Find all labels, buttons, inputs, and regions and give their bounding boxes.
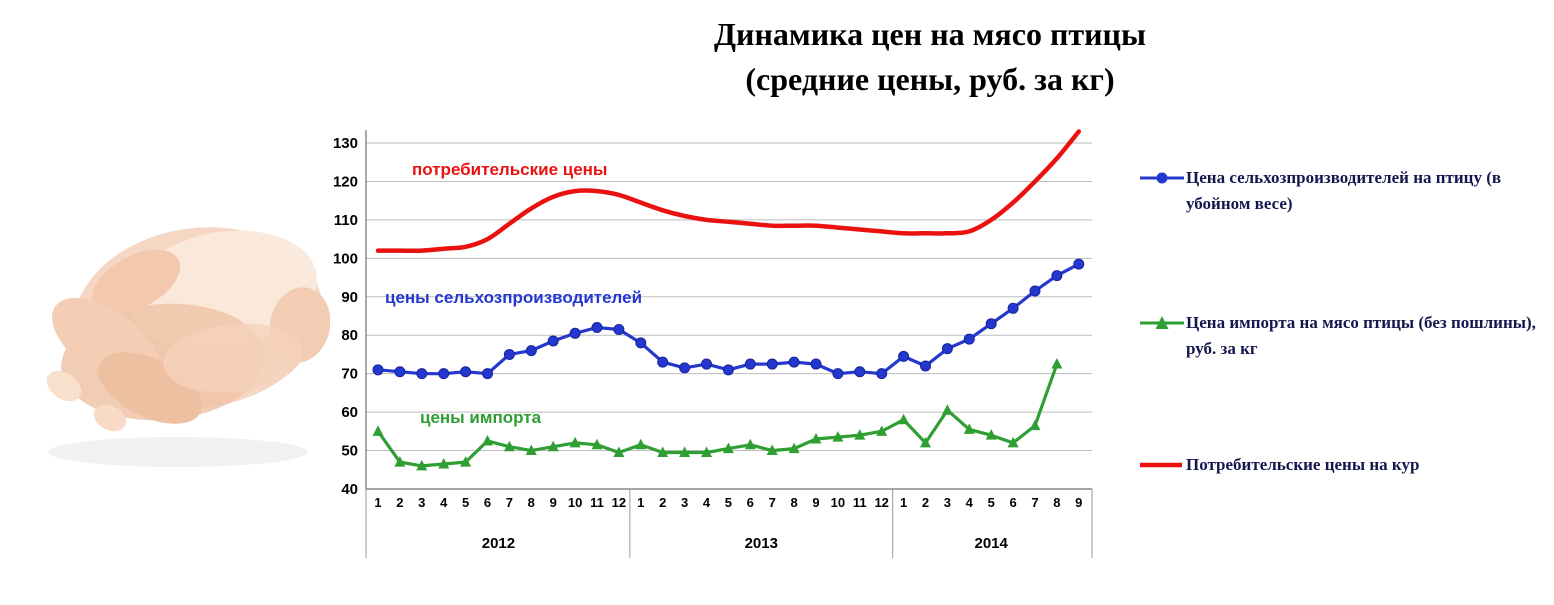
- svg-text:12: 12: [612, 495, 626, 510]
- svg-text:7: 7: [769, 495, 776, 510]
- year-labels: 2012 2013 2014: [365, 489, 1093, 558]
- gridlines: [366, 142, 1092, 490]
- svg-text:5: 5: [725, 495, 732, 510]
- svg-text:2: 2: [659, 495, 666, 510]
- svg-text:130: 130: [333, 135, 358, 152]
- svg-text:70: 70: [341, 366, 358, 383]
- svg-text:50: 50: [341, 443, 358, 460]
- svg-text:1: 1: [637, 495, 644, 510]
- svg-text:100: 100: [333, 250, 358, 267]
- legend-label-import-price: Цена импорта на мясо птицы (без пошлины)…: [1186, 313, 1536, 359]
- svg-text:2012: 2012: [482, 535, 515, 552]
- chart-title-line2: (средние цены, руб. за кг): [745, 61, 1115, 98]
- svg-text:90: 90: [341, 289, 358, 306]
- svg-text:2: 2: [922, 495, 929, 510]
- producer-price-series: [372, 258, 1085, 380]
- svg-text:80: 80: [341, 327, 358, 344]
- svg-text:120: 120: [333, 173, 358, 190]
- svg-text:40: 40: [341, 481, 358, 498]
- svg-text:1: 1: [374, 495, 381, 510]
- svg-text:4: 4: [440, 495, 448, 510]
- svg-text:10: 10: [831, 495, 845, 510]
- svg-text:потребительские цены: потребительские цены: [412, 160, 607, 179]
- legend-item-producer-price: Цена сельхозпроизводителей на птицу (в у…: [1138, 165, 1552, 218]
- svg-text:2: 2: [396, 495, 403, 510]
- legend-item-import-price: Цена импорта на мясо птицы (без пошлины)…: [1138, 310, 1552, 363]
- svg-text:9: 9: [812, 495, 819, 510]
- svg-text:8: 8: [528, 495, 535, 510]
- svg-text:4: 4: [703, 495, 711, 510]
- svg-text:6: 6: [484, 495, 491, 510]
- svg-text:6: 6: [747, 495, 754, 510]
- y-axis-labels: 40 50 60 70 80 90 100 110 120 130: [333, 135, 358, 498]
- svg-text:1: 1: [900, 495, 907, 510]
- chart-title-line1: Динамика цен на мясо птицы: [714, 16, 1146, 52]
- series-annotations: потребительские цены цены сельхозпроизвод…: [385, 160, 642, 427]
- svg-text:9: 9: [550, 495, 557, 510]
- consumer-series-marker-icon: [1140, 462, 1182, 468]
- svg-text:60: 60: [341, 404, 358, 421]
- svg-text:12: 12: [874, 495, 888, 510]
- legend-label-consumer-price: Потребительские цены на кур: [1186, 455, 1420, 474]
- import-price-series: [372, 358, 1063, 471]
- svg-text:11: 11: [590, 495, 604, 510]
- consumer-price-series: [375, 129, 1082, 254]
- axes: [365, 130, 1092, 490]
- svg-text:11: 11: [853, 495, 867, 510]
- chicken-image: [46, 227, 330, 467]
- svg-text:6: 6: [1009, 495, 1016, 510]
- svg-text:3: 3: [944, 495, 951, 510]
- svg-text:7: 7: [506, 495, 513, 510]
- legend-label-producer-price: Цена сельхозпроизводителей на птицу (в у…: [1186, 168, 1502, 214]
- svg-text:цены импорта: цены импорта: [420, 408, 542, 427]
- legend-item-consumer-price: Потребительские цены на кур: [1138, 452, 1552, 478]
- producer-series-marker-icon: [1140, 172, 1184, 184]
- svg-text:2013: 2013: [745, 535, 778, 552]
- x-axis-labels: 1 2 3 4 5 6 7 8 9 10 11 12 1 2 3 4 5 6 7 8 9 10 11 12 1 2 3 4 5 6 7 8 9: [374, 495, 1082, 510]
- chart-title: Динамика цен на мясо птицы (средние цены…: [350, 12, 1510, 103]
- svg-text:110: 110: [334, 212, 358, 229]
- svg-text:8: 8: [790, 495, 797, 510]
- svg-text:3: 3: [681, 495, 688, 510]
- svg-text:7: 7: [1031, 495, 1038, 510]
- svg-text:5: 5: [462, 495, 469, 510]
- svg-text:8: 8: [1053, 495, 1060, 510]
- svg-text:3: 3: [418, 495, 425, 510]
- svg-text:2014: 2014: [975, 535, 1009, 552]
- svg-text:цены сельхозпроизводителей: цены сельхозпроизводителей: [385, 288, 642, 307]
- svg-text:4: 4: [966, 495, 974, 510]
- svg-text:10: 10: [568, 495, 582, 510]
- import-series-marker-icon: [1140, 316, 1184, 329]
- svg-text:5: 5: [988, 495, 995, 510]
- svg-text:9: 9: [1075, 495, 1082, 510]
